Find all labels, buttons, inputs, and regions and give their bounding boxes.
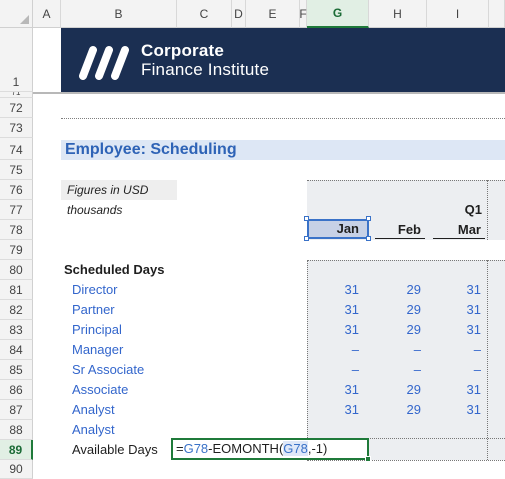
table-cell[interactable]: 29 [406, 302, 421, 317]
row-header-85[interactable]: 85 [0, 360, 33, 380]
banner-logo-text: Corporate Finance Institute [141, 41, 269, 79]
data-quarter-divider [487, 260, 488, 460]
units-note[interactable]: Figures in USD thousands [61, 180, 177, 217]
role-label[interactable]: Analyst [72, 402, 115, 417]
table-cell[interactable]: 31 [466, 322, 481, 337]
table-cell[interactable]: 31 [344, 302, 359, 317]
cfi-logo-icon [79, 46, 129, 80]
month-jan-cell[interactable]: Jan [307, 219, 369, 239]
row-header-84[interactable]: 84 [0, 340, 33, 360]
quarter-divider [487, 180, 488, 240]
mar-underline [433, 238, 485, 239]
row-header-90[interactable]: 90 [0, 460, 33, 479]
row-header-88[interactable]: 88 [0, 420, 33, 440]
table-cell[interactable]: – [473, 342, 481, 357]
table-cell[interactable]: – [351, 342, 359, 357]
column-header-c[interactable]: C [177, 0, 232, 28]
row-header-83[interactable]: 83 [0, 320, 33, 340]
column-header-b[interactable]: B [61, 0, 177, 28]
row-header-81[interactable]: 81 [0, 280, 33, 300]
row-header-79[interactable]: 79 [0, 240, 33, 260]
data-left-border [307, 260, 308, 460]
scheduled-days-label[interactable]: Scheduled Days [64, 262, 165, 277]
table-cell[interactable]: 31 [466, 402, 481, 417]
table-cell[interactable]: – [473, 362, 481, 377]
formula-middle: -EOMONTH( [208, 441, 284, 456]
formula-ref-1: G78 [183, 441, 209, 456]
table-cell[interactable]: 31 [466, 302, 481, 317]
quarter-label[interactable]: Q1 [464, 202, 482, 217]
banner-line-1: Corporate [141, 41, 225, 60]
role-label[interactable]: Sr Associate [72, 362, 145, 377]
feb-underline [375, 238, 425, 239]
column-header-i[interactable]: I [427, 0, 489, 28]
row-header-77[interactable]: 77 [0, 200, 33, 220]
row-header-76[interactable]: 76 [0, 180, 33, 200]
table-cell[interactable]: – [351, 362, 359, 377]
table-cell[interactable]: 31 [344, 402, 359, 417]
row-header-71[interactable]: 71 [0, 92, 33, 98]
column-header-f[interactable]: F [299, 0, 307, 28]
row-header-73[interactable]: 73 [0, 118, 33, 138]
selection-handle-tr[interactable] [366, 216, 371, 221]
table-cell[interactable]: 29 [406, 282, 421, 297]
row-header-82[interactable]: 82 [0, 300, 33, 320]
row-header-1[interactable]: 1 [0, 28, 33, 92]
row-header-87[interactable]: 87 [0, 400, 33, 420]
column-header-g[interactable]: G [307, 0, 369, 28]
month-mar[interactable]: Mar [457, 222, 481, 237]
month-feb[interactable]: Feb [397, 222, 421, 237]
freeze-pane-divider [33, 92, 505, 94]
fill-handle[interactable] [365, 456, 371, 462]
row-header-80[interactable]: 80 [0, 260, 33, 280]
period-header-top-border [307, 180, 505, 181]
table-cell[interactable]: 31 [466, 382, 481, 397]
table-cell[interactable]: 31 [344, 322, 359, 337]
row-header-74[interactable]: 74 [0, 138, 33, 160]
row-header-75[interactable]: 75 [0, 160, 33, 180]
data-band [307, 260, 505, 460]
role-label[interactable]: Principal [72, 322, 122, 337]
table-cell[interactable]: 29 [406, 382, 421, 397]
role-label[interactable]: Partner [72, 302, 115, 317]
row-header-72[interactable]: 72 [0, 98, 33, 118]
formula-ref-2: G78 [283, 441, 308, 456]
formula-suffix: ,-1) [307, 441, 328, 456]
data-top-border [307, 260, 505, 261]
table-cell[interactable]: 29 [406, 402, 421, 417]
page-title[interactable]: Employee: Scheduling [61, 140, 505, 160]
selection-handle-bl[interactable] [304, 236, 309, 241]
selection-handle-br[interactable] [366, 236, 371, 241]
data-total-top-border [307, 438, 505, 439]
formula-edit-cell[interactable]: =G78-EOMONTH(G78,-1) [171, 438, 369, 460]
select-all-corner[interactable] [0, 0, 33, 28]
data-bottom-border [307, 460, 505, 461]
column-header-h[interactable]: H [369, 0, 427, 28]
role-label[interactable]: Associate [72, 382, 129, 397]
table-cell[interactable]: – [413, 342, 421, 357]
role-label[interactable]: Director [72, 282, 118, 297]
column-header-a[interactable]: A [33, 0, 61, 28]
row-header-78[interactable]: 78 [0, 220, 33, 240]
available-days-label[interactable]: Available Days [72, 442, 158, 457]
table-cell[interactable]: 31 [344, 282, 359, 297]
row-header-86[interactable]: 86 [0, 380, 33, 400]
table-cell[interactable]: – [413, 362, 421, 377]
cfi-banner: Corporate Finance Institute [61, 28, 505, 92]
selection-handle-tl[interactable] [304, 216, 309, 221]
role-label[interactable]: Manager [72, 342, 124, 357]
column-header-j[interactable] [489, 0, 505, 28]
table-cell[interactable]: 29 [406, 322, 421, 337]
section-rule [61, 118, 505, 119]
column-header-e[interactable]: E [246, 0, 300, 28]
column-header-d[interactable]: D [232, 0, 246, 28]
role-label[interactable]: Analyst [72, 422, 115, 437]
row-header-89[interactable]: 89 [0, 440, 33, 460]
table-cell[interactable]: 31 [344, 382, 359, 397]
table-cell[interactable]: 31 [466, 282, 481, 297]
banner-line-2: Finance Institute [141, 60, 270, 79]
formula-prefix: = [176, 441, 184, 456]
